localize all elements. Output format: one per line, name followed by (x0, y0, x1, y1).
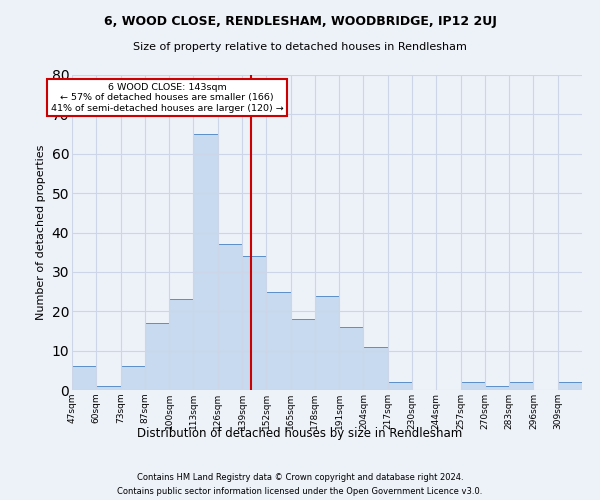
Text: Contains HM Land Registry data © Crown copyright and database right 2024.: Contains HM Land Registry data © Crown c… (137, 472, 463, 482)
Text: 6 WOOD CLOSE: 143sqm
← 57% of detached houses are smaller (166)
41% of semi-deta: 6 WOOD CLOSE: 143sqm ← 57% of detached h… (51, 83, 284, 112)
Bar (242, 256, 266, 390)
Bar (290, 319, 315, 390)
Bar (266, 292, 290, 390)
Text: Size of property relative to detached houses in Rendlesham: Size of property relative to detached ho… (133, 42, 467, 52)
Bar (485, 386, 509, 390)
Bar (315, 296, 339, 390)
Bar (96, 386, 121, 390)
Bar (509, 382, 533, 390)
Text: Contains public sector information licensed under the Open Government Licence v3: Contains public sector information licen… (118, 488, 482, 496)
Bar (193, 134, 218, 390)
Bar (461, 382, 485, 390)
Text: 6, WOOD CLOSE, RENDLESHAM, WOODBRIDGE, IP12 2UJ: 6, WOOD CLOSE, RENDLESHAM, WOODBRIDGE, I… (104, 15, 496, 28)
Bar (72, 366, 96, 390)
Bar (388, 382, 412, 390)
Bar (558, 382, 582, 390)
Bar (339, 327, 364, 390)
Text: Distribution of detached houses by size in Rendlesham: Distribution of detached houses by size … (137, 428, 463, 440)
Bar (218, 244, 242, 390)
Bar (145, 323, 169, 390)
Bar (121, 366, 145, 390)
Y-axis label: Number of detached properties: Number of detached properties (36, 145, 46, 320)
Bar (169, 300, 193, 390)
Bar (364, 346, 388, 390)
